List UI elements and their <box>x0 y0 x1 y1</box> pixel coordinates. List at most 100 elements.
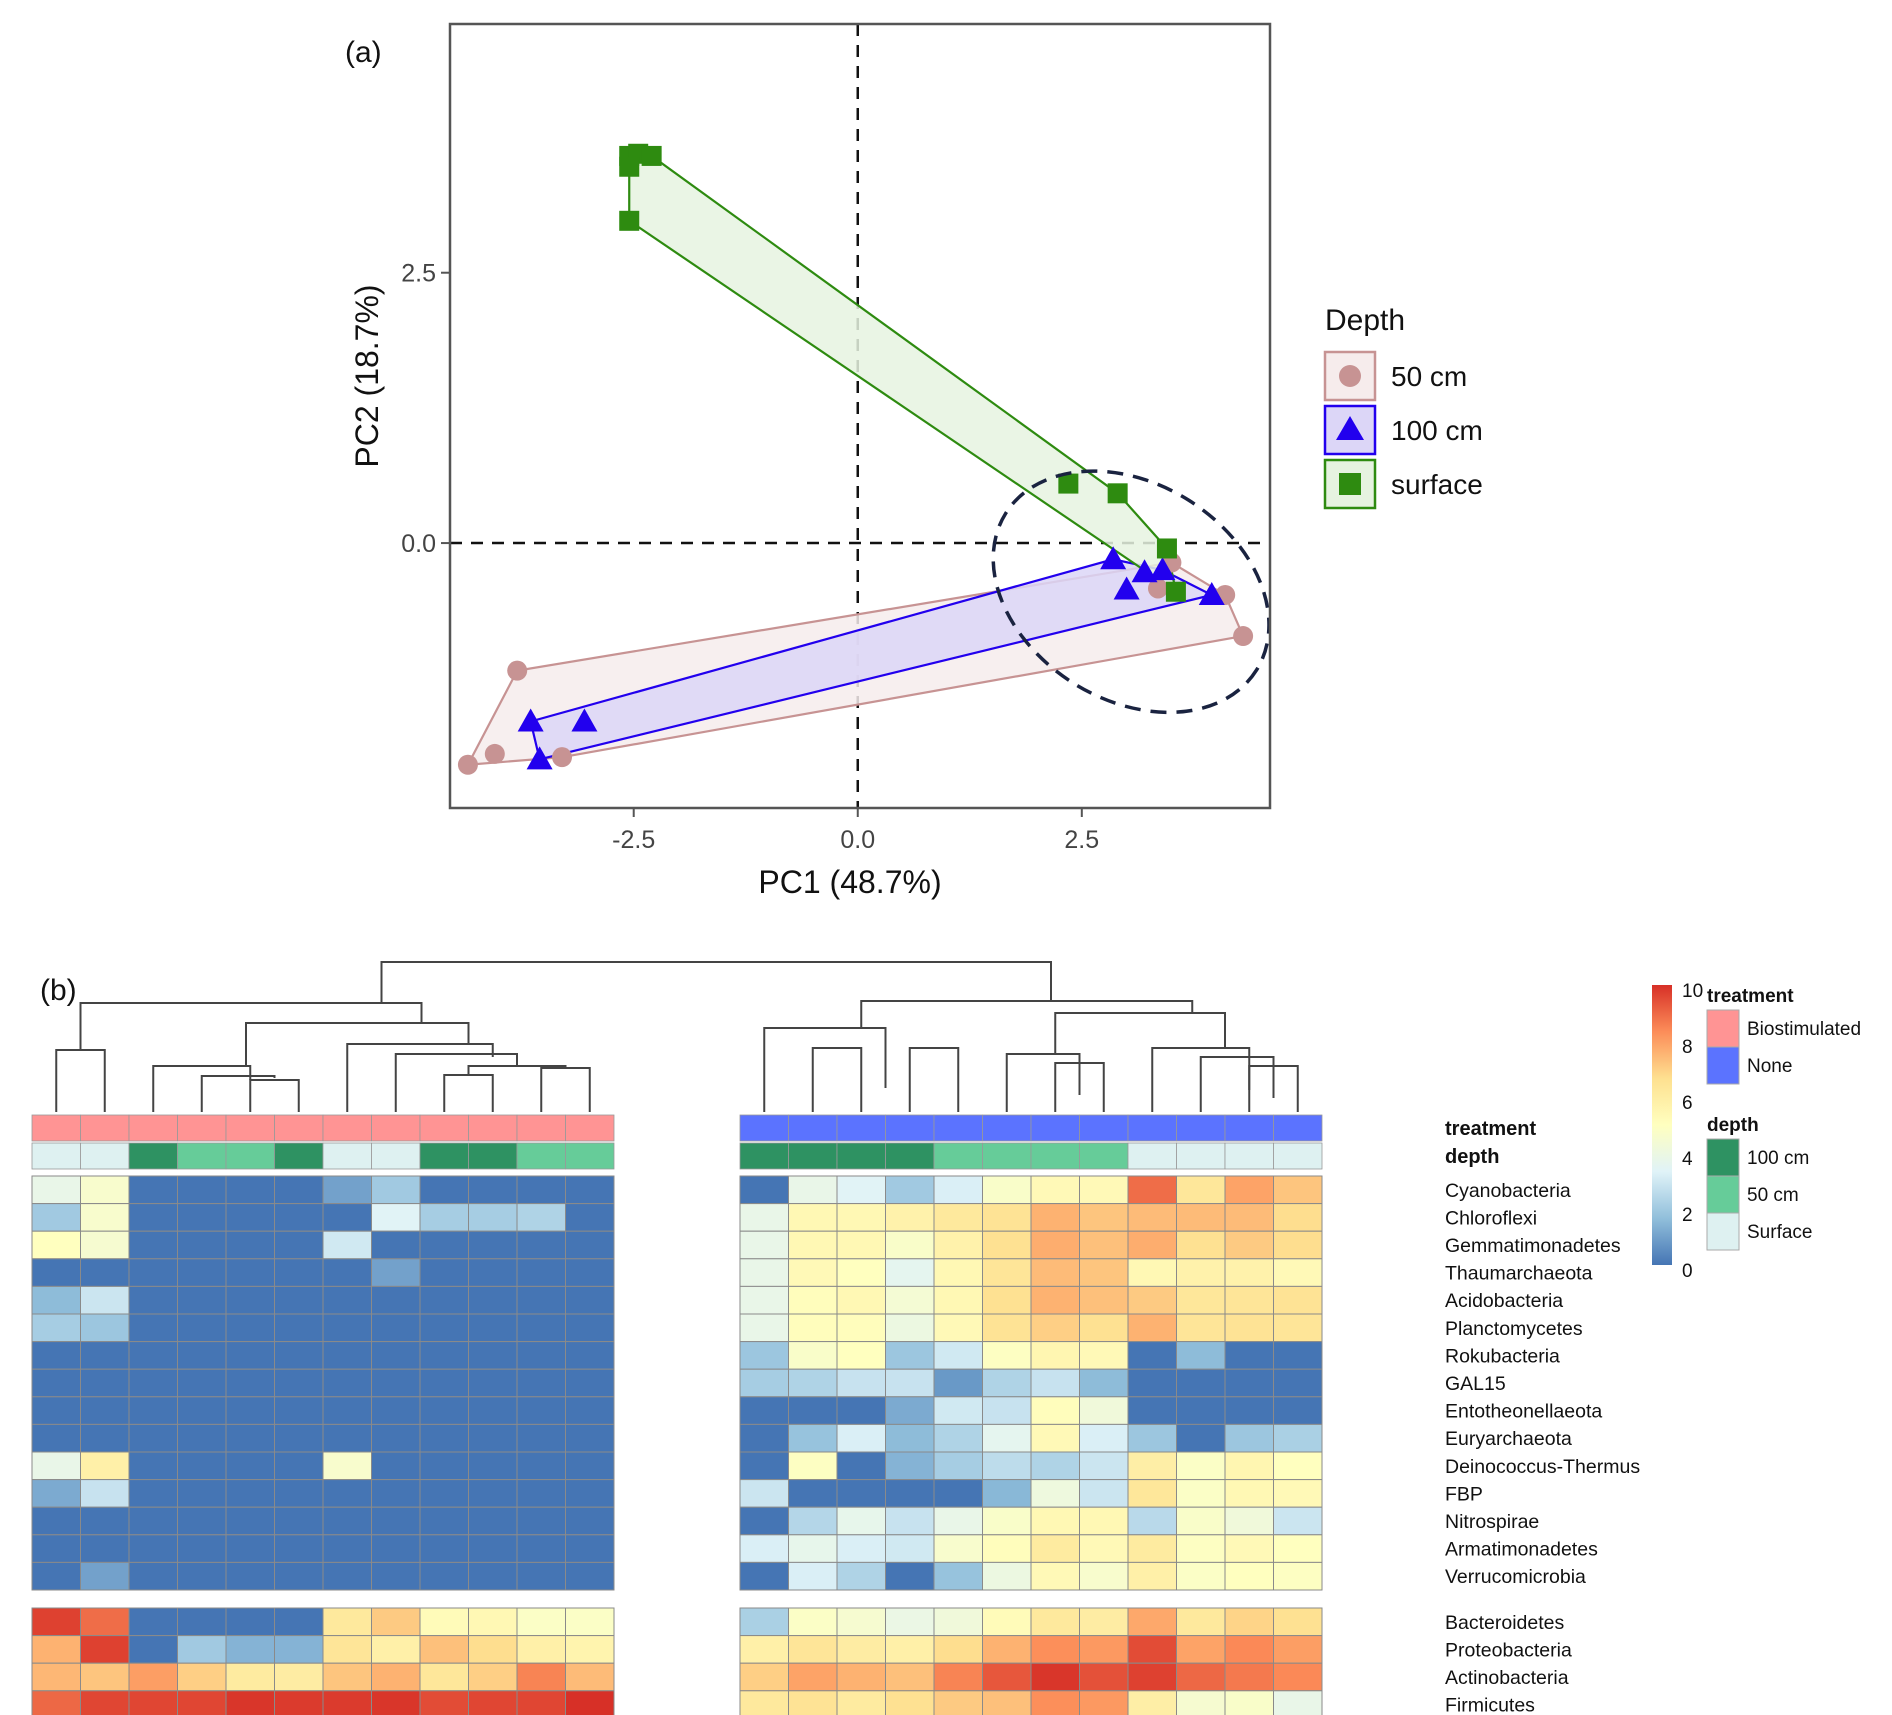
heatmap-cell <box>371 1258 421 1287</box>
heatmap-cell <box>468 1396 518 1425</box>
legend-circle-icon <box>1339 365 1361 387</box>
heatmap-cell <box>982 1534 1032 1563</box>
heatmap-cell <box>836 1561 886 1591</box>
point-100-cm <box>1113 576 1140 600</box>
heatmap-cell <box>982 1368 1032 1398</box>
heatmap-cell <box>516 1479 566 1508</box>
heatmap-cell <box>468 1203 518 1232</box>
row-label: Gemmatimonadetes <box>1445 1235 1621 1257</box>
heatmap-cell <box>516 1285 566 1315</box>
heatmap-cell <box>1224 1285 1274 1315</box>
heatmap-cell <box>371 1396 421 1425</box>
heatmap-cell <box>80 1423 130 1453</box>
depth-annotation-cell <box>1079 1142 1129 1170</box>
dendrogram-link <box>443 1074 494 1112</box>
heatmap-cell <box>177 1368 227 1398</box>
heatmap-cell <box>468 1479 518 1508</box>
heatmap-cell <box>225 1341 275 1370</box>
dendrogram-link <box>152 1065 252 1112</box>
dendrogram-link <box>1248 1065 1299 1112</box>
heatmap-cell <box>739 1203 789 1232</box>
heatmap-cell <box>31 1230 81 1260</box>
heatmap-cell <box>788 1662 838 1692</box>
heatmap-cell <box>836 1341 886 1370</box>
heatmap-cell <box>836 1203 886 1232</box>
heatmap-cell <box>1127 1607 1177 1637</box>
heatmap-cell <box>836 1313 886 1343</box>
heatmap-cell <box>1030 1258 1080 1287</box>
heatmap-cell <box>1127 1635 1177 1664</box>
legend-label: surface <box>1391 469 1483 500</box>
heatmap-cell <box>225 1313 275 1343</box>
heatmap-cell <box>31 1313 81 1343</box>
heatmap-cell <box>419 1230 469 1260</box>
heatmap-cell <box>371 1203 421 1232</box>
depth-annotation-cell <box>80 1142 130 1170</box>
heatmap-cell <box>1030 1175 1080 1205</box>
heatmap-cell <box>1079 1561 1129 1591</box>
heatmap-cell <box>468 1368 518 1398</box>
heatmap-cell <box>933 1341 983 1370</box>
heatmap-cell <box>1127 1230 1177 1260</box>
heatmap-cell <box>1273 1479 1323 1508</box>
heatmap-cell <box>982 1341 1032 1370</box>
heatmap-cell <box>565 1479 615 1508</box>
heatmap-cell <box>1273 1561 1323 1591</box>
point-surface <box>1058 473 1079 494</box>
heatmap-cell <box>31 1662 81 1692</box>
pca-plot: (a) -2.5 0.0 2.5 0.0 2.5 PC1 (48.7%) PC2 (18.7%… <box>345 22 1483 900</box>
row-label: Planctomycetes <box>1445 1318 1583 1340</box>
heatmap-cell <box>371 1341 421 1370</box>
point-100-cm <box>517 708 544 732</box>
heatmap-cell <box>516 1230 566 1260</box>
heatmap-cell <box>739 1506 789 1536</box>
row-label: GAL15 <box>1445 1373 1506 1395</box>
heatmap-cell <box>322 1479 372 1508</box>
heatmap-cell <box>371 1451 421 1481</box>
heatmap-cell <box>885 1607 935 1637</box>
hull-surface <box>628 152 1178 595</box>
heatmap-cell <box>322 1534 372 1563</box>
heatmap-cell <box>225 1506 275 1536</box>
heatmap-cell <box>177 1561 227 1591</box>
heatmap-cell <box>788 1534 838 1563</box>
heatmap-cell <box>225 1534 275 1563</box>
heatmap-cell <box>177 1690 227 1715</box>
heatmap-cell <box>982 1662 1032 1692</box>
heatmap-cell <box>836 1690 886 1715</box>
heatmap-cell <box>371 1285 421 1315</box>
heatmap-cell <box>1030 1230 1080 1260</box>
heatmap-cell <box>371 1662 421 1692</box>
heatmap-cell <box>933 1607 983 1637</box>
depth-annotation-cell <box>468 1142 518 1170</box>
heatmap-cell <box>322 1662 372 1692</box>
heatmap-cell <box>1176 1534 1226 1563</box>
heatmap-cell <box>371 1690 421 1715</box>
heatmap-cell <box>1030 1635 1080 1664</box>
heatmap-cell <box>225 1230 275 1260</box>
row-label: Nitrospirae <box>1445 1511 1539 1533</box>
heatmap-cell <box>128 1506 178 1536</box>
heatmap-cell <box>80 1258 130 1287</box>
treatment-annotation-cell <box>371 1114 421 1142</box>
heatmap-cell <box>1273 1368 1323 1398</box>
heatmap-cell <box>80 1607 130 1637</box>
treatment-annotation-cell <box>322 1114 372 1142</box>
heatmap-cell <box>274 1534 324 1563</box>
heatmap-cell <box>1176 1506 1226 1536</box>
heatmap-cell <box>1224 1368 1274 1398</box>
colorbar-tick-label: 6 <box>1682 1093 1693 1114</box>
heatmap-cell <box>1273 1313 1323 1343</box>
heatmap-cell <box>80 1396 130 1425</box>
heatmap-cell <box>1030 1423 1080 1453</box>
heatmap-cell <box>516 1506 566 1536</box>
heatmap-cell <box>739 1175 789 1205</box>
x-tick-label: 2.5 <box>1064 826 1099 854</box>
dendrogram-link <box>380 961 1052 1003</box>
heatmap-cell <box>80 1662 130 1692</box>
heatmap-cell <box>933 1175 983 1205</box>
heatmap-cell <box>322 1368 372 1398</box>
heatmap-cell <box>788 1396 838 1425</box>
heatmap-cell <box>1127 1690 1177 1715</box>
heatmap-cell <box>274 1285 324 1315</box>
